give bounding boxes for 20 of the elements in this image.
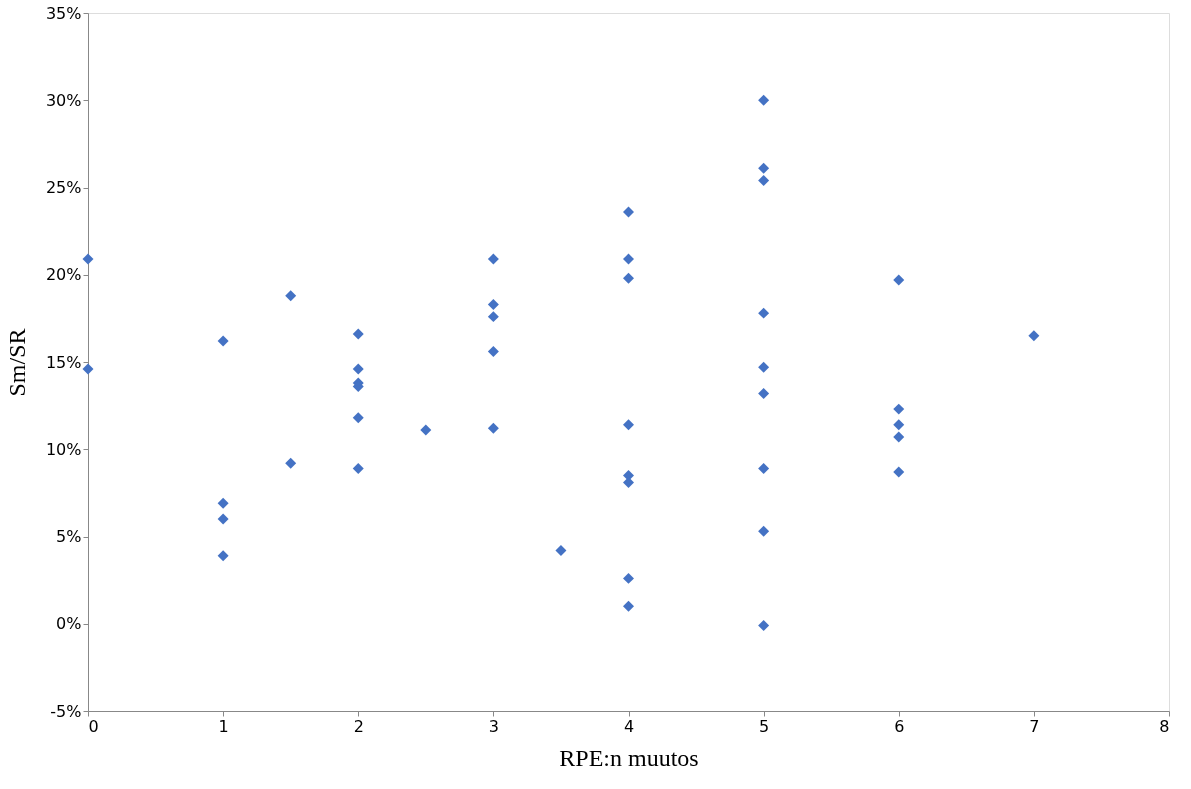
y-tick-label: 5%: [56, 527, 82, 546]
y-tick-label: 20%: [45, 265, 82, 285]
x-tick-label: 6: [894, 716, 905, 736]
y-tick-label: 35%: [45, 3, 82, 23]
y-tick-label: 0%: [56, 614, 82, 634]
x-tick-label: 3: [488, 716, 499, 736]
x-tick-label: 0: [88, 716, 99, 736]
y-tick-label: 10%: [45, 439, 82, 459]
y-axis-title: Sm/SR: [3, 328, 30, 397]
x-tick-label: 2: [353, 716, 364, 736]
x-tick-label: 8: [1159, 716, 1170, 736]
y-tick-label: 25%: [45, 178, 82, 197]
x-tick-label: 4: [623, 716, 635, 736]
x-tick-label: 1: [218, 716, 229, 736]
y-tick-label: 30%: [45, 90, 82, 110]
y-tick-label: 15%: [45, 352, 82, 372]
x-axis-title: RPE:n muutos: [559, 744, 699, 771]
x-tick-label: 7: [1029, 716, 1040, 736]
y-tick-label: -5%: [50, 701, 82, 721]
x-tick-label: 5: [759, 716, 770, 736]
